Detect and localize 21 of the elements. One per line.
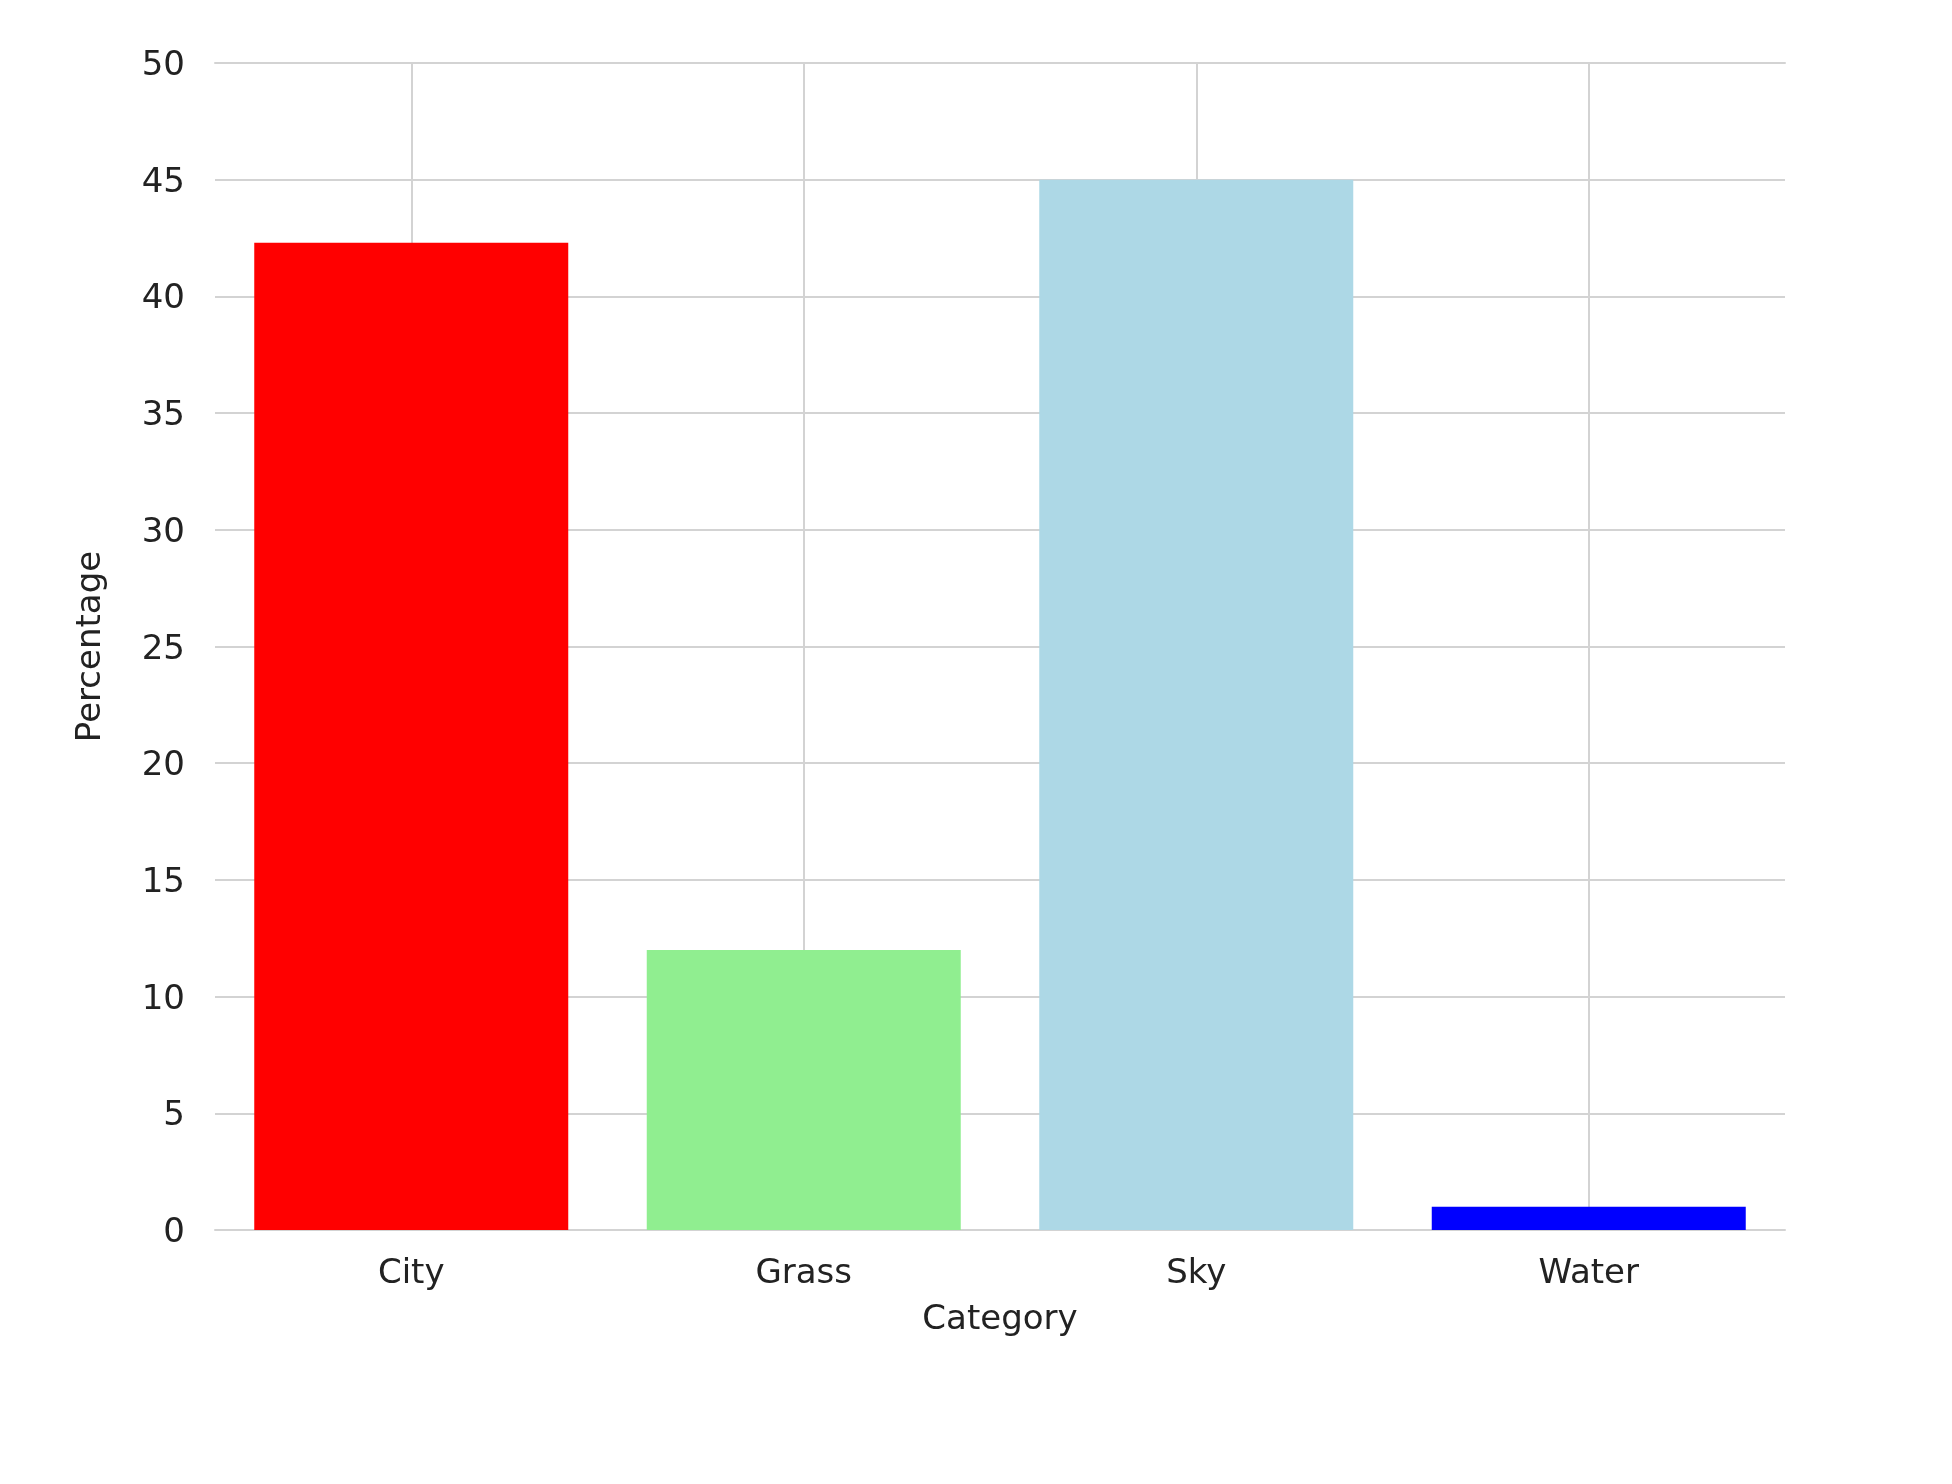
- y-tick-label: 5: [163, 1093, 185, 1134]
- x-tick-label: City: [377, 1251, 445, 1291]
- y-tick-label: 50: [141, 43, 185, 83]
- bar: [254, 242, 569, 1230]
- x-axis-title: Category: [922, 1297, 1078, 1337]
- bar: [1039, 179, 1354, 1230]
- y-tick-label: 15: [141, 859, 185, 900]
- y-tick-label: 0: [163, 1210, 185, 1250]
- x-tick-label: Water: [1538, 1251, 1640, 1291]
- y-tick-label: 45: [141, 159, 185, 200]
- x-tick-label: Sky: [1166, 1251, 1227, 1291]
- y-tick-label: 35: [141, 393, 185, 434]
- y-axis-title: Percentage: [68, 550, 108, 743]
- y-tick-label: 30: [141, 509, 185, 550]
- y-tick-label: 40: [141, 276, 185, 317]
- x-tick-label: Grass: [755, 1251, 853, 1291]
- y-tick-label: 10: [141, 976, 185, 1017]
- y-tick-label: 20: [141, 743, 185, 784]
- y-tick-label: 25: [141, 626, 185, 667]
- bar: [1431, 1206, 1746, 1230]
- bar: [646, 949, 961, 1230]
